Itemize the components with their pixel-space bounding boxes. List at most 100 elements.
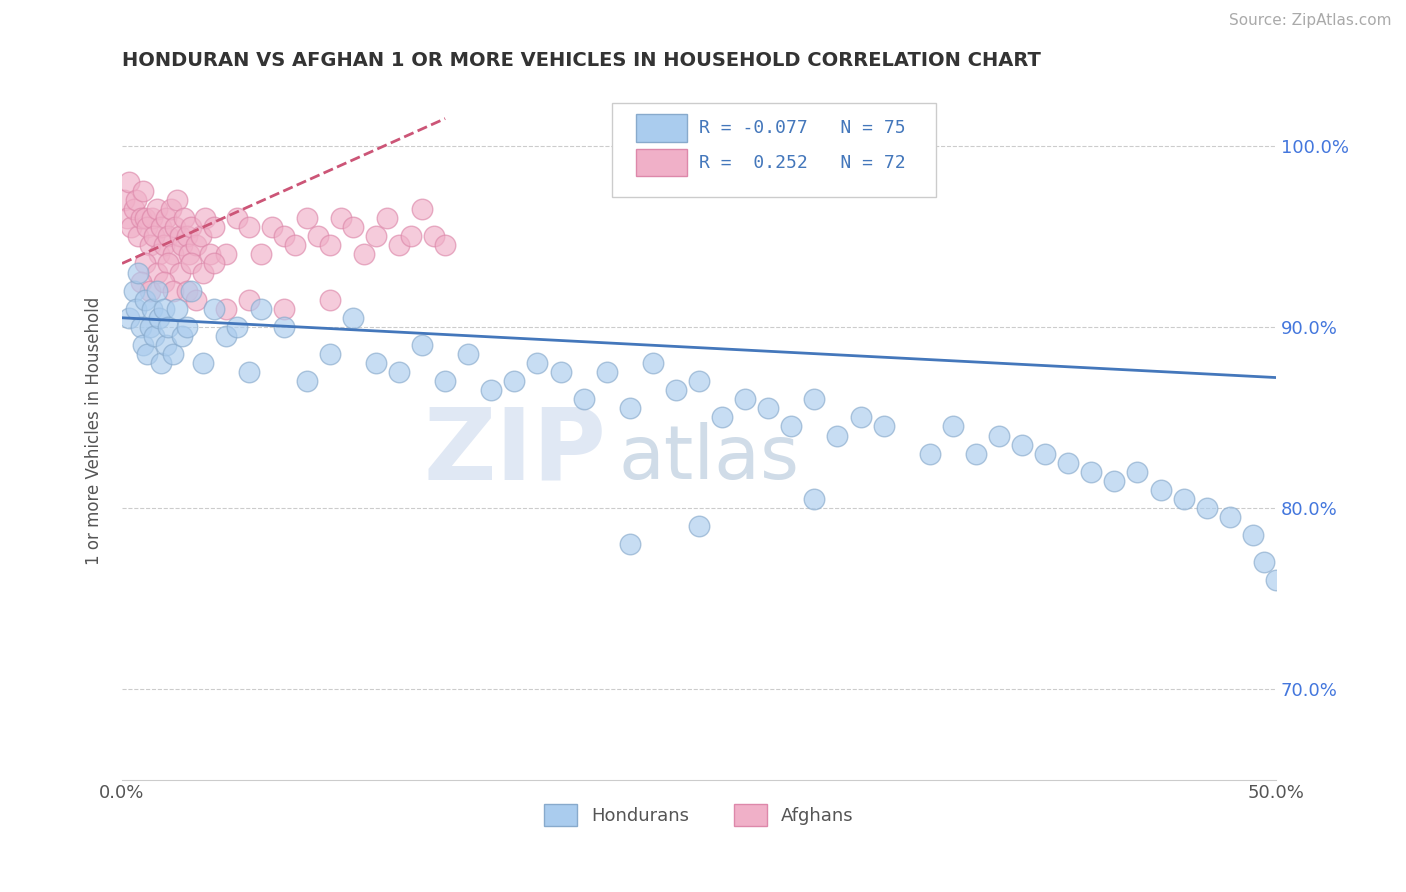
Point — [162, 284, 184, 298]
Point — [1241, 528, 1264, 542]
Point — [202, 220, 225, 235]
Point — [596, 365, 619, 379]
Point — [434, 238, 457, 252]
Point — [827, 428, 849, 442]
Point — [139, 319, 162, 334]
Point — [194, 211, 217, 226]
Point — [152, 275, 174, 289]
Point — [215, 329, 238, 343]
Point — [122, 202, 145, 216]
FancyBboxPatch shape — [636, 113, 688, 142]
Point — [150, 220, 173, 235]
Text: atlas: atlas — [619, 423, 799, 495]
Point — [157, 229, 180, 244]
Point — [377, 211, 399, 226]
Point — [139, 284, 162, 298]
Point — [166, 301, 188, 316]
Point — [1057, 456, 1080, 470]
Point — [711, 410, 734, 425]
Point — [342, 220, 364, 235]
Point — [238, 220, 260, 235]
Point — [1173, 491, 1195, 506]
Point — [127, 266, 149, 280]
Text: R = -0.077   N = 75: R = -0.077 N = 75 — [699, 119, 905, 136]
Point — [157, 256, 180, 270]
Point — [184, 238, 207, 252]
Point — [173, 211, 195, 226]
Point — [249, 301, 271, 316]
Point — [1253, 555, 1275, 569]
Point — [641, 356, 664, 370]
Point — [155, 211, 177, 226]
Point — [457, 347, 479, 361]
Point — [162, 247, 184, 261]
Text: R =  0.252   N = 72: R = 0.252 N = 72 — [699, 153, 905, 171]
Point — [411, 202, 433, 216]
Point — [399, 229, 422, 244]
Point — [129, 211, 152, 226]
Point — [118, 310, 141, 325]
Point — [127, 229, 149, 244]
Point — [364, 356, 387, 370]
Point — [1265, 574, 1288, 588]
Point — [780, 419, 803, 434]
Point — [134, 256, 156, 270]
Legend: Hondurans, Afghans: Hondurans, Afghans — [537, 797, 860, 833]
Point — [152, 301, 174, 316]
Point — [260, 220, 283, 235]
Point — [273, 301, 295, 316]
Point — [129, 319, 152, 334]
Point — [1011, 437, 1033, 451]
Point — [965, 447, 987, 461]
Point — [132, 338, 155, 352]
Point — [364, 229, 387, 244]
Point — [166, 193, 188, 207]
Point — [143, 229, 166, 244]
Point — [136, 347, 159, 361]
Point — [132, 184, 155, 198]
Point — [125, 301, 148, 316]
Point — [136, 220, 159, 235]
Point — [550, 365, 572, 379]
Point — [319, 293, 342, 307]
FancyBboxPatch shape — [613, 103, 935, 197]
Point — [388, 238, 411, 252]
Point — [134, 211, 156, 226]
Point — [169, 229, 191, 244]
Point — [141, 301, 163, 316]
Point — [1219, 510, 1241, 524]
Point — [803, 491, 825, 506]
Point — [330, 211, 353, 226]
Point — [191, 266, 214, 280]
Point — [134, 293, 156, 307]
Point — [872, 419, 894, 434]
Point — [226, 211, 249, 226]
Point — [353, 247, 375, 261]
Text: Source: ZipAtlas.com: Source: ZipAtlas.com — [1229, 13, 1392, 29]
Point — [688, 519, 710, 533]
Point — [249, 247, 271, 261]
Point — [988, 428, 1011, 442]
Point — [238, 365, 260, 379]
Point — [180, 220, 202, 235]
Point — [411, 338, 433, 352]
Point — [184, 293, 207, 307]
Point — [665, 383, 688, 397]
Point — [434, 374, 457, 388]
Point — [150, 356, 173, 370]
Point — [1126, 465, 1149, 479]
Point — [215, 301, 238, 316]
Point — [162, 347, 184, 361]
Point — [1149, 483, 1171, 497]
Point — [238, 293, 260, 307]
Point — [422, 229, 444, 244]
Point — [159, 202, 181, 216]
Text: HONDURAN VS AFGHAN 1 OR MORE VEHICLES IN HOUSEHOLD CORRELATION CHART: HONDURAN VS AFGHAN 1 OR MORE VEHICLES IN… — [122, 51, 1040, 70]
Point — [273, 319, 295, 334]
Point — [145, 202, 167, 216]
Point — [273, 229, 295, 244]
Point — [734, 392, 756, 407]
Point — [118, 175, 141, 189]
Point — [143, 329, 166, 343]
Point — [479, 383, 502, 397]
